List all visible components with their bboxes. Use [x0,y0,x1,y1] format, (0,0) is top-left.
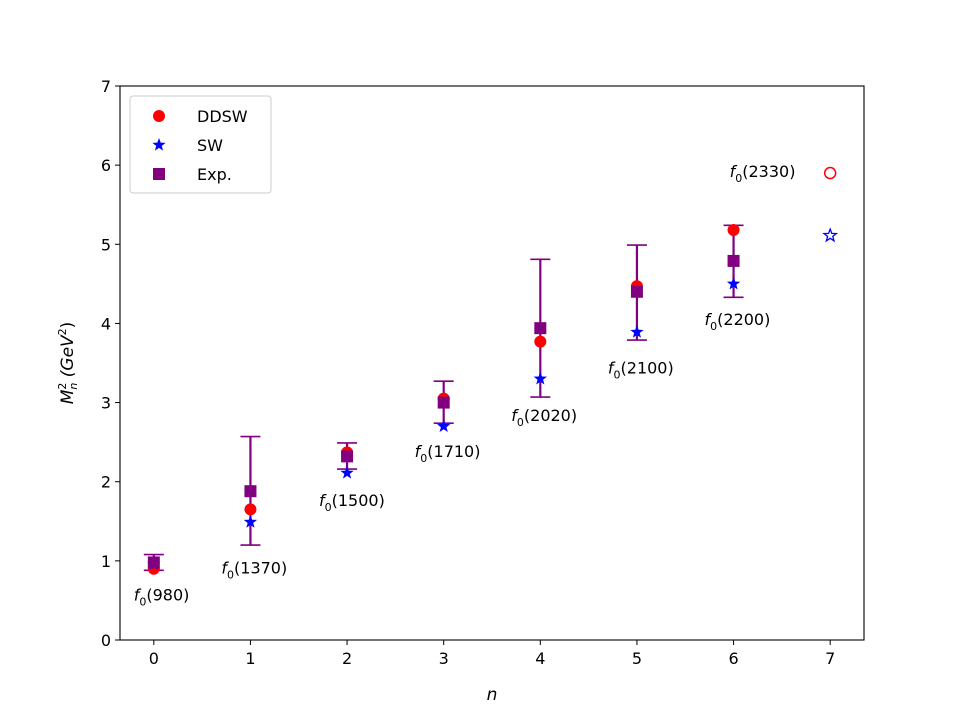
annotation-1: f0(1370) [221,559,287,582]
y-tick-label-0: 0 [101,631,111,650]
legend-marker-ddsw [153,110,165,122]
annotation-label: (1710) [427,442,480,461]
sw-point-3 [437,419,451,432]
annotation-label: (2330) [742,162,795,181]
annotation-subscript: 0 [139,595,146,608]
annotation-subscript: 0 [517,416,524,429]
plot-frame [119,85,865,641]
sw-point-6 [726,276,741,290]
annotation-7: f0(2330) [730,162,796,185]
x-tick-label-2: 2 [342,649,352,668]
annotation-base: f [319,491,327,510]
annotation-base: f [221,559,229,578]
annotation-label: (2020) [524,406,577,425]
annotation-label: (980) [146,585,189,604]
exp-point-0 [147,556,160,569]
x-tick-label-7: 7 [825,649,835,668]
y-axis-label: M2n (GeV2) [56,322,80,405]
annotation-2: f0(1500) [319,491,385,514]
ddsw-prediction-7 [823,166,837,180]
legend-label-ddsw: DDSW [197,107,248,126]
y-tick-label-7: 7 [101,77,111,96]
sw-point-1 [243,515,258,528]
y-label-unit-post: ) [58,322,78,329]
exp-point-2 [341,450,354,463]
x-axis-label: n [487,685,498,705]
x-tick-label-1: 1 [245,649,255,668]
y-label-subscript: n [67,383,80,390]
y-label-main: M [58,389,78,404]
x-tick-label-4: 4 [535,649,545,668]
legend-label-exp: Exp. [197,165,232,184]
legend-marker-exp [153,168,165,180]
y-tick-label-4: 4 [101,314,111,333]
annotation-subscript: 0 [325,501,332,514]
exp-point-5 [630,285,643,298]
annotation-base: f [415,442,423,461]
annotation-base: f [608,358,616,377]
annotation-subscript: 0 [614,368,621,381]
resonance-annotations: f0(980)f0(1370)f0(1500)f0(1710)f0(2020)f… [134,162,796,608]
exp-point-1 [244,485,257,498]
sw-prediction-7 [822,227,839,243]
sw-point-2 [340,466,354,479]
annotation-base: f [730,162,738,181]
exp-point-4 [534,322,547,335]
legend-entries: DDSW SW Exp. [152,107,248,184]
annotation-4: f0(2020) [511,406,577,429]
annotation-5: f0(2100) [608,358,674,381]
ddsw-point-1 [244,503,257,516]
annotation-0: f0(980) [134,585,190,608]
ddsw-point-4 [534,335,547,348]
x-tick-label-3: 3 [439,649,449,668]
annotation-label: (2100) [621,358,674,377]
sw-point-4 [533,371,547,385]
y-tick-label-2: 2 [101,473,111,492]
legend-label-sw: SW [197,136,223,155]
y-tick-label-1: 1 [101,552,111,571]
sw-point-5 [630,325,644,338]
annotation-6: f0(2200) [705,310,771,333]
y-tick-label-3: 3 [101,394,111,413]
annotation-base: f [511,406,519,425]
y-label-unit-pre: (GeV [58,334,78,383]
annotation-base: f [134,585,142,604]
y-label-superscript: 2 [56,383,69,390]
annotation-subscript: 0 [227,569,234,582]
x-tick-label-0: 0 [149,649,159,668]
legend-marker-sw [152,138,166,151]
y-tick-label-6: 6 [101,156,111,175]
annotation-label: (2200) [717,310,770,329]
x-tick-label-5: 5 [632,649,642,668]
exp-point-6 [727,254,740,267]
data-markers [147,166,839,575]
y-axis-ticks: 0 1 2 3 4 5 6 7 [101,77,120,650]
annotation-label: (1500) [332,491,385,510]
annotation-base: f [705,310,713,329]
exp-point-3 [437,396,450,409]
ddsw-point-6 [727,224,740,237]
legend-box [129,95,272,194]
x-axis-ticks: 0 1 2 3 4 5 6 7 [149,640,835,668]
legend: DDSW SW Exp. [129,95,272,194]
annotation-subscript: 0 [710,320,717,333]
x-tick-label-6: 6 [728,649,738,668]
annotation-3: f0(1710) [415,442,481,465]
annotation-subscript: 0 [735,172,742,185]
y-label-unit-superscript: 2 [56,328,69,335]
annotation-label: (1370) [234,559,287,578]
annotation-subscript: 0 [420,452,427,465]
y-tick-label-5: 5 [101,235,111,254]
